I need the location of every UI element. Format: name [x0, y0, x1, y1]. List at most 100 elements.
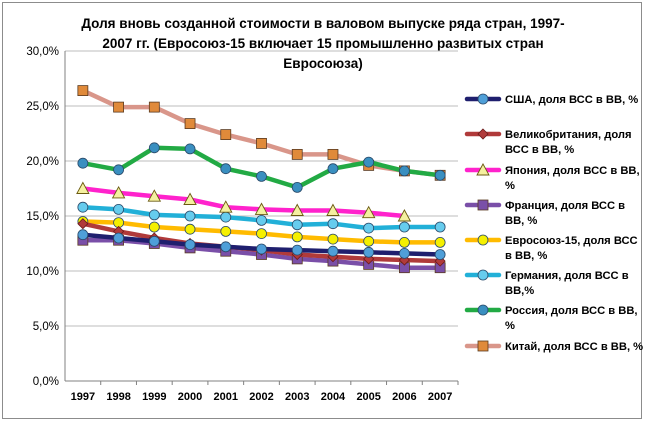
y-tick-label: 5,0% [33, 321, 59, 333]
data-point [327, 148, 339, 160]
legend-marker [477, 93, 489, 105]
legend-entry: США, доля ВСС в ВВ, % [464, 93, 638, 106]
y-tick-label: 15,0% [26, 211, 59, 223]
legend-label: ВВ, % [505, 215, 537, 227]
data-point [219, 200, 233, 213]
legend-entry: Великобритания, доля ВСС в ВВ, % [464, 128, 632, 156]
data-point [363, 246, 375, 258]
data-point [220, 163, 232, 175]
y-tick-label: 30,0% [26, 46, 59, 58]
data-point [220, 211, 232, 223]
y-tick-label: 10,0% [26, 266, 59, 278]
legend-marker [477, 128, 489, 140]
series-lines [76, 85, 446, 274]
legend-label: Евросоюз-15, доля ВСС [505, 235, 638, 247]
data-point [290, 203, 304, 216]
series [77, 201, 446, 234]
legend-label: Германия, доля ВСС в [505, 270, 629, 282]
data-point [77, 218, 89, 230]
data-point [363, 222, 375, 234]
data-point [184, 223, 196, 235]
data-point [327, 245, 339, 257]
data-point [111, 185, 126, 199]
legend-label: ВСС в ВВ, % [505, 144, 574, 156]
x-tick-label: 1997 [71, 391, 95, 403]
legend-label: Россия, доля ВСС в ВВ, [505, 305, 638, 317]
legend-entry: Евросоюз-15, доля ВСС в ВВ, % [464, 234, 638, 262]
data-point [148, 235, 160, 247]
chart-title-line: Евросоюза) [283, 56, 362, 71]
legend-marker [477, 304, 489, 316]
series-line [80, 88, 443, 178]
data-point [220, 129, 232, 140]
data-point [77, 229, 89, 241]
data-point [184, 143, 196, 155]
x-tick-label: 2004 [321, 391, 346, 403]
legend-marker [476, 163, 490, 176]
series-line [80, 186, 407, 219]
data-point [256, 228, 267, 240]
legend-entry: Россия, доля ВСС в ВВ,% [464, 304, 638, 332]
data-point [184, 210, 196, 222]
legend-marker [477, 340, 489, 352]
data-point [434, 221, 446, 233]
data-point [397, 209, 412, 222]
series [77, 229, 446, 260]
legend-label: США, доля ВСС в ВВ, % [505, 94, 638, 106]
data-point [361, 205, 376, 219]
data-point [256, 214, 267, 226]
data-point [148, 142, 160, 154]
legend-label: Франция, доля ВСС в [505, 200, 625, 212]
chart-title-line: 2007 гг. (Евросоюз-15 включает 15 промыш… [102, 36, 543, 51]
data-point [254, 202, 269, 215]
series [77, 142, 446, 193]
data-point [327, 233, 339, 245]
data-point [113, 203, 124, 215]
data-point [148, 101, 160, 113]
data-point [363, 156, 375, 168]
legend-entry: Франция, доля ВСС в ВВ, % [464, 199, 625, 227]
legend-entry: Китай, доля ВСС в ВВ, % [464, 340, 643, 353]
data-point [363, 235, 375, 247]
legend-entry: Германия, доля ВСС в ВВ,% [464, 269, 629, 297]
axes: 0,0% 5,0% 10,0% 15,0% 20,0% 25,0% 30,0% 1997 199… [26, 46, 459, 403]
y-tick-label: 0,0% [33, 376, 59, 388]
data-point [291, 244, 303, 256]
series [77, 216, 446, 248]
data-point [148, 221, 160, 233]
x-tick-label: 2006 [392, 391, 416, 403]
data-point [434, 169, 446, 181]
data-point [399, 236, 410, 248]
data-point [291, 181, 303, 193]
data-point [291, 219, 303, 231]
data-point [256, 243, 267, 255]
data-point [113, 164, 124, 176]
data-point [77, 85, 89, 96]
data-point [184, 239, 196, 251]
data-point [291, 231, 303, 243]
legend-entry: Япония, доля ВСС в ВВ,% [464, 163, 640, 192]
line-chart: Доля вновь созданной стоимости в валовом… [26, 16, 643, 403]
data-point [220, 241, 232, 253]
data-point [327, 218, 339, 230]
data-point [256, 137, 267, 149]
chart-title-line: Доля вновь созданной стоимости в валовом… [81, 16, 564, 31]
legend-marker [477, 269, 489, 281]
data-point [184, 118, 196, 129]
data-point [148, 209, 160, 221]
chart-frame: Доля вновь созданной стоимости в валовом… [2, 2, 643, 419]
x-tick-label: 2002 [249, 391, 273, 403]
data-point [256, 170, 267, 182]
data-point [183, 192, 197, 205]
x-tick-label: 2003 [285, 391, 309, 403]
legend-label: Китай, доля ВСС в ВВ, % [505, 341, 643, 353]
y-tick-label: 25,0% [26, 101, 59, 113]
x-tick-label: 2005 [356, 391, 380, 403]
data-point [327, 163, 339, 175]
data-point [77, 157, 89, 169]
data-point [77, 201, 89, 213]
data-point [399, 165, 410, 177]
legend: США, доля ВСС в ВВ, % Великобритания, дол… [464, 93, 643, 353]
legend-marker [477, 199, 489, 211]
x-tick-label: 2001 [214, 391, 238, 403]
